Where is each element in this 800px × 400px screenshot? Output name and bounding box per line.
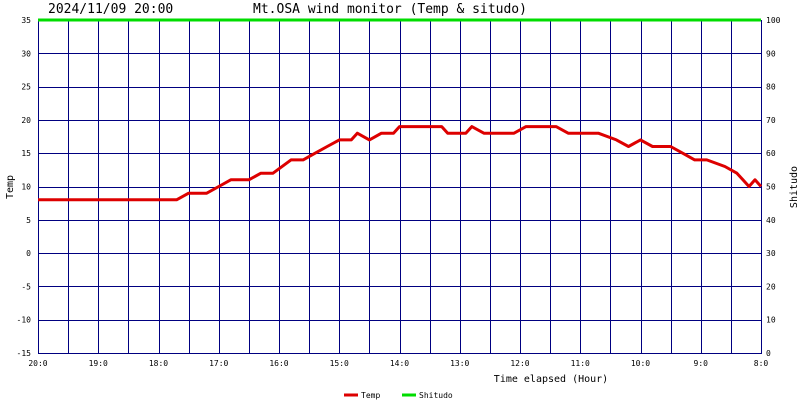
series-line-temp [38,125,763,202]
y-tick-label-right: 10 [766,316,776,325]
y-tick-label-right: 60 [766,149,776,158]
y-tick-label-right: 80 [766,83,776,92]
left-axis-ticks: 35 30 25 20 15 10 5 0 -5 -10 -15 [17,16,32,358]
y-tick-label-right: 30 [766,249,776,258]
y-tick-label-left: 0 [26,249,31,258]
y-tick-label-right: 0 [766,349,771,358]
y-tick-label-left: 30 [21,49,31,58]
x-tick-label: 18:0 [149,359,168,368]
timestamp-label: 2024/11/09 20:00 [48,2,173,17]
y-tick-label-left: -5 [21,282,31,291]
y-axis-label-right: Shitudo [789,166,800,208]
x-tick-label: 15:0 [330,359,349,368]
x-tick-label: 19:0 [89,359,108,368]
y-tick-label-right: 100 [766,16,781,25]
x-tick-label: 11:0 [571,359,590,368]
series-layer [38,18,763,202]
y-tick-label-left: 20 [21,116,31,125]
x-tick-label: 13:0 [450,359,469,368]
y-tick-label-left: -15 [17,349,32,358]
y-tick-label-left: 5 [26,216,31,225]
x-tick-label: 20:0 [28,359,47,368]
y-tick-label-left: 15 [21,149,31,158]
x-tick-label: 16:0 [269,359,288,368]
x-tick-label: 17:0 [209,359,228,368]
y-tick-label-right: 50 [766,183,776,192]
y-axis-label-left: Temp [5,175,16,199]
x-tick-label: 14:0 [390,359,409,368]
y-tick-label-left: -10 [17,316,32,325]
legend: Temp Shitudo [344,391,453,400]
legend-label-temp: Temp [361,391,380,400]
y-tick-label-right: 70 [766,116,776,125]
y-tick-label-right: 20 [766,282,776,291]
grid [38,20,762,354]
legend-label-shitudo: Shitudo [419,391,453,400]
y-tick-label-left: 35 [21,16,31,25]
y-tick-label-left: 10 [21,183,31,192]
x-axis-label: Time elapsed (Hour) [494,374,608,385]
x-tick-label: 10:0 [631,359,650,368]
y-tick-label-right: 40 [766,216,776,225]
chart-title: Mt.OSA wind monitor (Temp & situdo) [253,2,527,17]
x-tick-label: 12:0 [510,359,529,368]
y-tick-label-right: 90 [766,49,776,58]
x-tick-label: 9:0 [694,359,709,368]
x-axis-ticks: 20:0 19:0 18:0 17:0 16:0 15:0 14:0 13:0 12:0 11:0… [28,359,768,368]
x-tick-label: 8:0 [754,359,769,368]
y-tick-label-left: 25 [21,83,31,92]
